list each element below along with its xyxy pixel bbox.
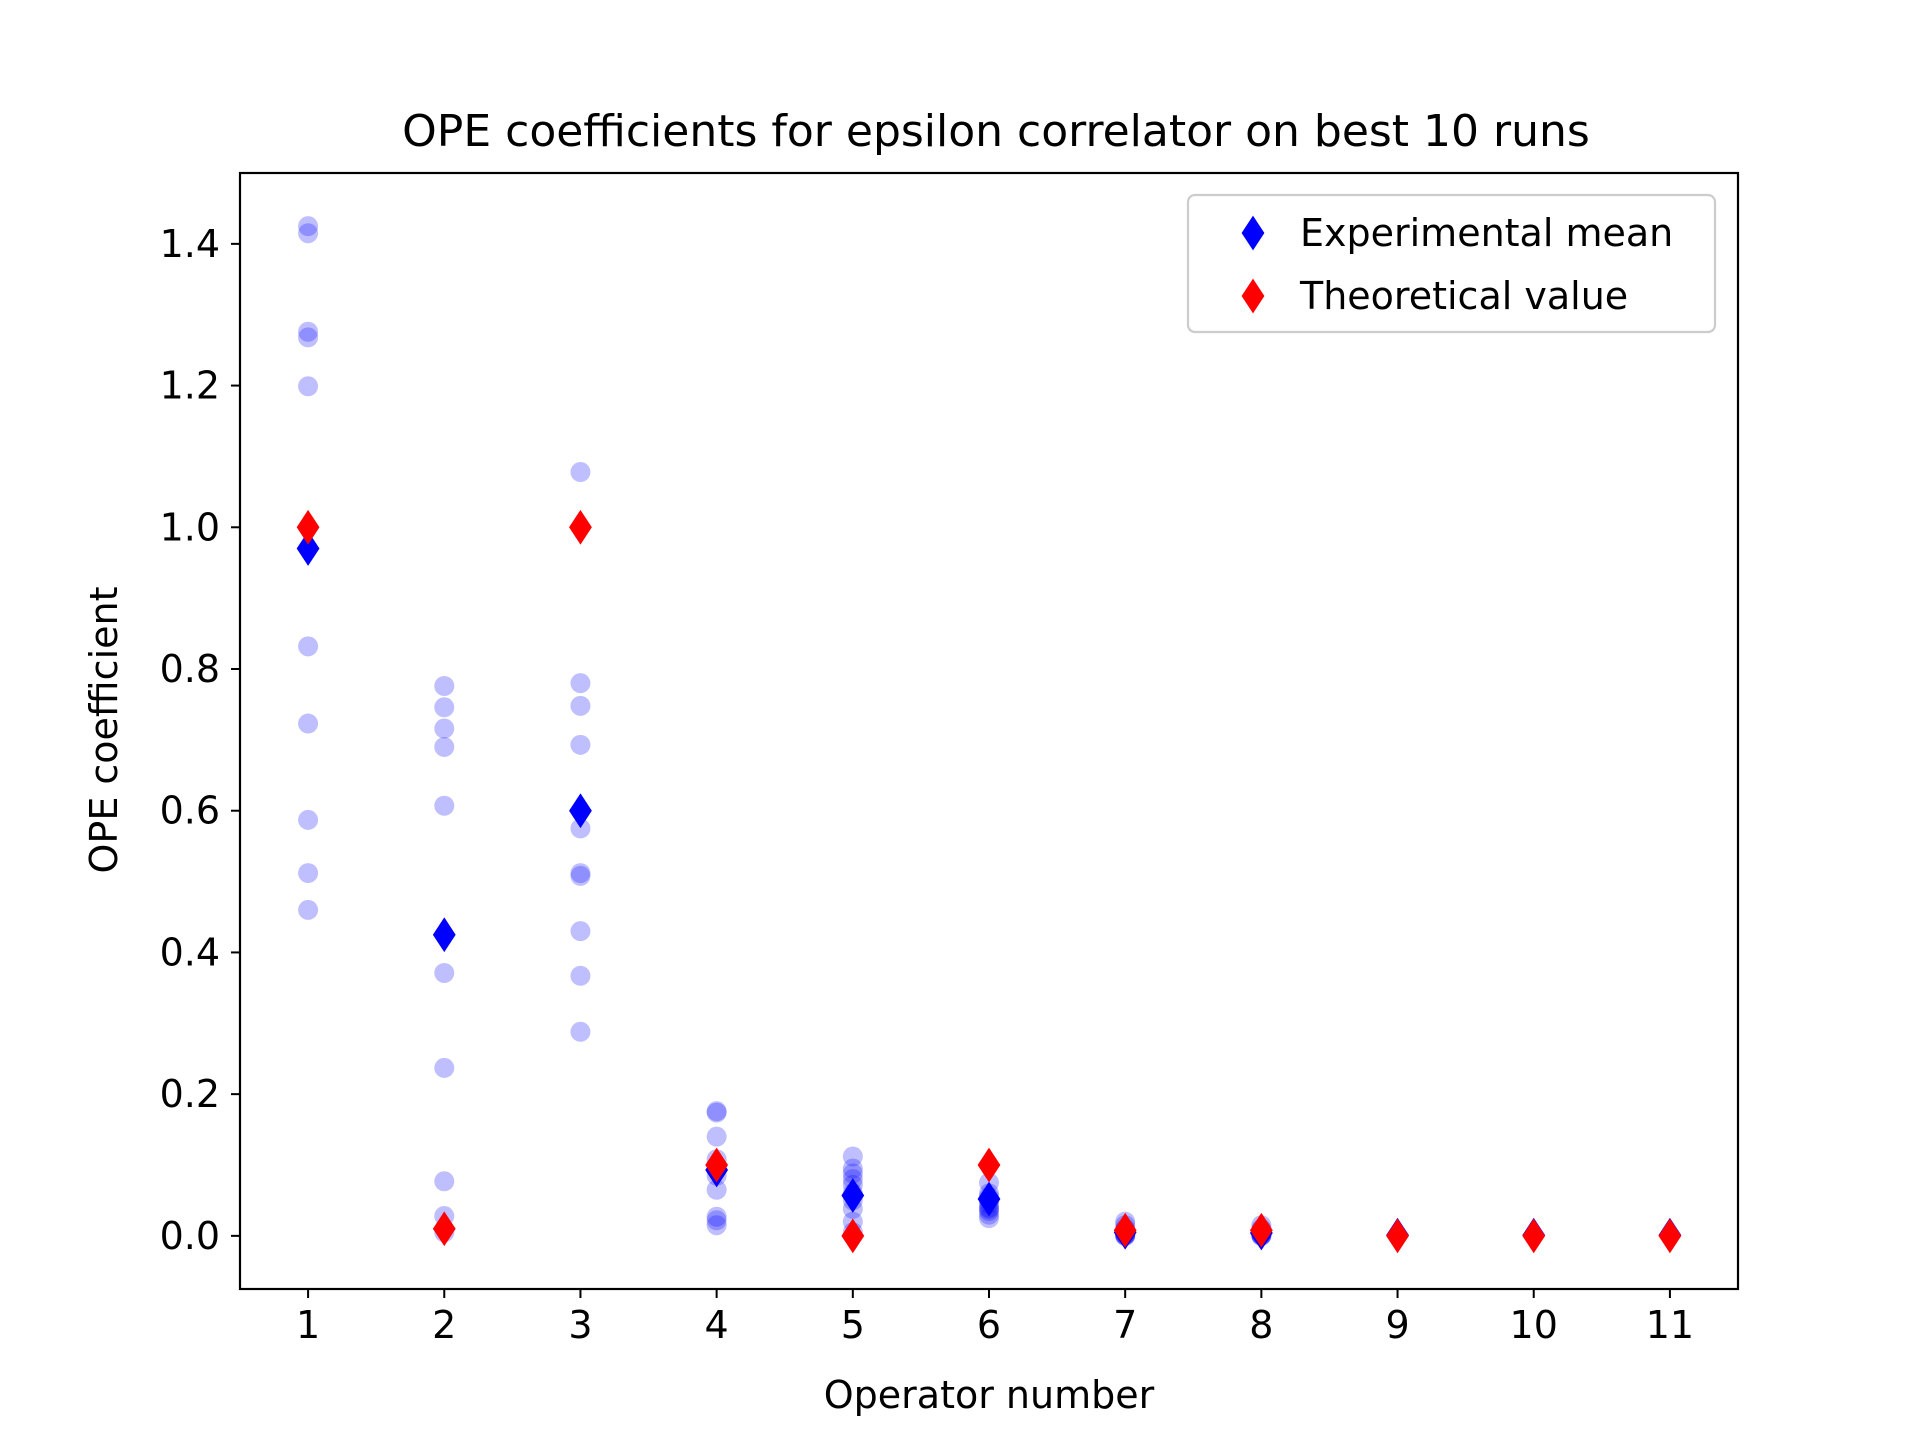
- run-point: [842, 1163, 863, 1184]
- y-tick-label: 0.8: [160, 647, 220, 691]
- run-point: [706, 1126, 727, 1147]
- run-point: [298, 899, 319, 920]
- x-tick-label: 3: [568, 1303, 592, 1347]
- y-tick-label: 1.0: [160, 505, 220, 549]
- legend-entries: Experimental mean Theoretical value: [1241, 211, 1673, 318]
- y-tick-label: 1.2: [160, 364, 220, 408]
- run-point: [434, 697, 455, 718]
- run-point: [570, 734, 591, 755]
- legend-label: Experimental mean: [1300, 211, 1673, 255]
- legend-label: Theoretical value: [1299, 274, 1628, 318]
- run-point: [298, 376, 319, 397]
- legend-box: [1186, 193, 1717, 334]
- run-point: [706, 1206, 727, 1227]
- run-point: [298, 223, 319, 244]
- run-point: [706, 1215, 727, 1236]
- run-point: [570, 863, 591, 884]
- run-point: [706, 1102, 727, 1123]
- run-point: [706, 1210, 727, 1231]
- x-tick-label: 2: [432, 1303, 456, 1347]
- run-point: [570, 673, 591, 694]
- y-axis: 0.0 0.2 0.4 0.6 0.8 1.0 1.2 1.4: [160, 222, 240, 1258]
- mean-marker: [432, 917, 456, 953]
- run-point: [570, 1021, 591, 1042]
- run-point: [434, 1171, 455, 1192]
- run-point: [570, 865, 591, 886]
- y-axis-label: OPE coefficient: [82, 587, 126, 874]
- run-point: [434, 1057, 455, 1078]
- x-tick-label: 5: [841, 1303, 865, 1347]
- mean-marker: [841, 1178, 865, 1213]
- run-point: [298, 636, 319, 657]
- x-tick-label: 10: [1510, 1303, 1558, 1347]
- theoretical-marker: [1658, 1218, 1682, 1254]
- theoretical-marker: [977, 1147, 1001, 1183]
- theoretical-marker: [1113, 1212, 1137, 1248]
- x-tick-label: 11: [1646, 1303, 1694, 1347]
- y-tick-label: 0.2: [160, 1072, 220, 1116]
- mean-marker: [977, 1181, 1001, 1217]
- theoretical-marker: [841, 1218, 865, 1254]
- run-point: [434, 676, 455, 697]
- theoretical-marker: [569, 509, 592, 545]
- run-point: [298, 809, 319, 830]
- x-tick-label: 8: [1249, 1303, 1273, 1347]
- run-point: [842, 1146, 863, 1167]
- run-point: [434, 962, 455, 983]
- run-point: [434, 795, 455, 816]
- y-tick-label: 0.4: [160, 930, 220, 974]
- y-tick-label: 0.6: [160, 789, 220, 833]
- legend: Experimental mean Theoretical value: [1186, 193, 1717, 334]
- x-tick-label: 1: [296, 1303, 320, 1347]
- run-point: [570, 695, 591, 716]
- chart-title: OPE coefficients for epsilon correlator …: [402, 106, 1590, 157]
- x-tick-label: 4: [705, 1303, 729, 1347]
- run-point: [706, 1101, 727, 1122]
- run-point: [570, 965, 591, 986]
- series-2: [296, 509, 1682, 1254]
- y-tick-label: 1.4: [160, 222, 220, 266]
- run-point: [298, 216, 319, 237]
- x-tick-label: 6: [977, 1303, 1001, 1347]
- mean-marker: [569, 793, 592, 829]
- run-point: [570, 921, 591, 942]
- theoretical-marker: [705, 1147, 729, 1183]
- plot-area: [296, 216, 1682, 1254]
- run-point: [298, 327, 319, 348]
- x-tick-label: 7: [1113, 1303, 1137, 1347]
- run-point: [570, 818, 591, 839]
- x-tick-label: 9: [1385, 1303, 1409, 1347]
- legend-marker: [1241, 215, 1265, 251]
- y-tick-label: 0.0: [160, 1214, 220, 1258]
- run-point: [298, 321, 319, 342]
- theoretical-marker: [432, 1211, 456, 1247]
- theoretical-marker: [296, 509, 320, 545]
- run-point: [298, 713, 319, 734]
- run-point: [434, 736, 455, 757]
- run-point: [434, 718, 455, 739]
- run-point: [570, 462, 591, 483]
- legend-marker: [1241, 278, 1265, 314]
- run-point: [842, 1158, 863, 1179]
- mean-marker: [296, 531, 320, 566]
- theoretical-marker: [1249, 1212, 1273, 1248]
- x-axis-label: Operator number: [824, 1373, 1155, 1417]
- run-point: [979, 1208, 999, 1229]
- theoretical-marker: [1386, 1218, 1409, 1254]
- x-axis: 1 2 3 4 5 6 7 8 9 10 11: [296, 1289, 1694, 1347]
- theoretical-marker: [1522, 1218, 1546, 1254]
- run-point: [298, 863, 319, 884]
- run-point: [706, 1179, 727, 1200]
